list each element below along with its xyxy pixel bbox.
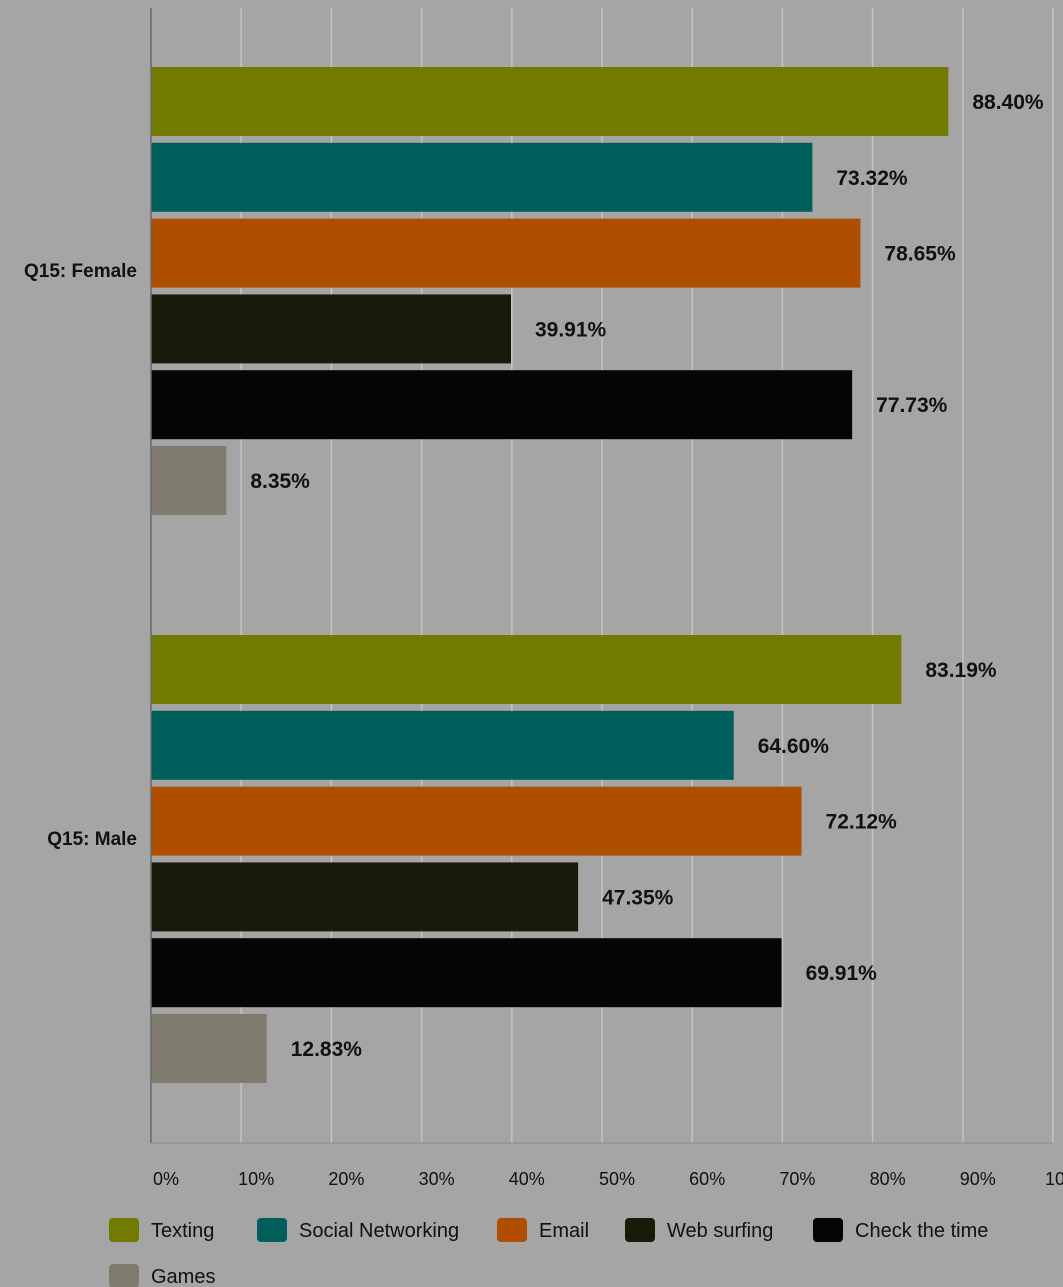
legend: Texting Social Networking Email Web surfing… xyxy=(109,1218,988,1287)
data-label: 73.32% xyxy=(836,167,908,190)
legend-label: Social Networking xyxy=(299,1220,459,1242)
x-tick-label: 40% xyxy=(509,1169,545,1189)
legend-swatch-social-networking xyxy=(257,1218,287,1242)
bar-check-the-time xyxy=(151,370,853,440)
bar-games xyxy=(151,446,227,515)
data-label: 39.91% xyxy=(535,318,607,341)
x-tick-label: 0% xyxy=(153,1169,179,1189)
x-tick-label: 90% xyxy=(960,1169,996,1189)
data-label: 8.35% xyxy=(250,470,310,493)
bar-texting xyxy=(151,67,949,136)
axes: 0% 10% 20% 30% 40% 50% 60% 70% 80% 90% 100% Q15: Fe… xyxy=(24,8,1063,1189)
x-tick-label: 20% xyxy=(328,1169,364,1189)
legend-label: Texting xyxy=(151,1220,214,1242)
legend-label: Email xyxy=(539,1220,589,1242)
x-tick-label: 70% xyxy=(779,1169,815,1189)
data-label: 77.73% xyxy=(876,394,948,417)
x-tick-label: 60% xyxy=(689,1169,725,1189)
x-tick-label: 100% xyxy=(1045,1169,1063,1189)
x-tick-label: 30% xyxy=(419,1169,455,1189)
data-label: 83.19% xyxy=(925,659,997,682)
bar-social-networking xyxy=(151,142,813,212)
data-label: 47.35% xyxy=(602,886,674,909)
bars: 88.40% 73.32% 78.65% 39.91% 77.73% 8.35% 83.19… xyxy=(151,67,1044,1083)
legend-swatch-games xyxy=(109,1264,139,1287)
bar-games xyxy=(151,1014,267,1083)
x-tick-label: 10% xyxy=(238,1169,274,1189)
data-label: 64.60% xyxy=(758,735,830,758)
x-tick-label: 50% xyxy=(599,1169,635,1189)
category-label: Q15: Male xyxy=(47,829,137,850)
bar-email xyxy=(151,786,802,856)
legend-label: Check the time xyxy=(855,1220,988,1242)
legend-swatch-web-surfing xyxy=(625,1218,655,1242)
bar-check-the-time xyxy=(151,938,782,1008)
legend-label: Games xyxy=(151,1266,215,1287)
data-label: 12.83% xyxy=(291,1038,363,1061)
data-label: 78.65% xyxy=(884,243,956,266)
data-label: 88.40% xyxy=(972,91,1044,114)
legend-swatch-texting xyxy=(109,1218,139,1242)
data-label: 69.91% xyxy=(806,962,878,985)
bar-email xyxy=(151,218,861,288)
bar-texting xyxy=(151,635,902,704)
legend-label: Web surfing xyxy=(667,1220,773,1242)
bar-web-surfing xyxy=(151,862,579,932)
bar-social-networking xyxy=(151,710,734,780)
bar-web-surfing xyxy=(151,294,511,364)
category-label: Q15: Female xyxy=(24,261,137,282)
legend-swatch-email xyxy=(497,1218,527,1242)
data-label: 72.12% xyxy=(826,811,898,834)
x-tick-label: 80% xyxy=(870,1169,906,1189)
legend-swatch-check-the-time xyxy=(813,1218,843,1242)
